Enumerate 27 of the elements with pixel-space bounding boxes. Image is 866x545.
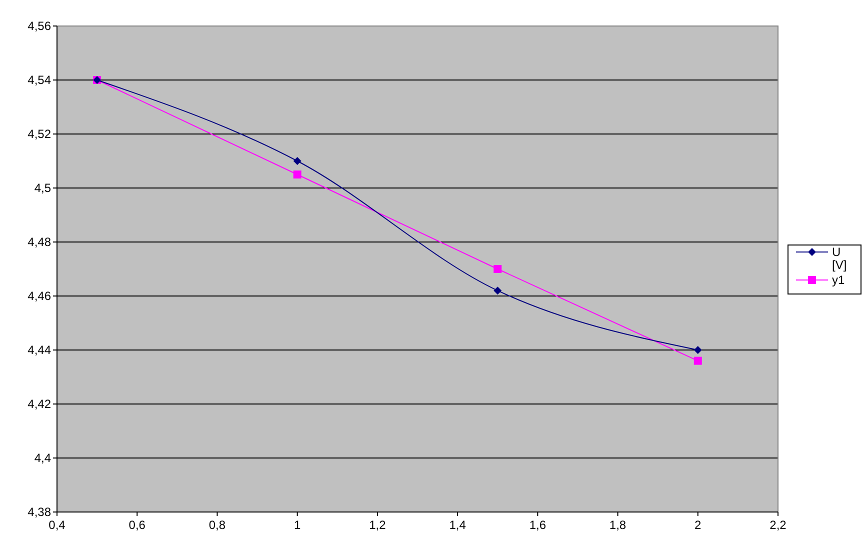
point	[494, 265, 502, 273]
y-tick-label: 4,52	[28, 127, 52, 142]
y-tick-label: 4,44	[28, 343, 52, 358]
x-tick-label: 1,8	[609, 518, 626, 532]
x-tick-label: 1,2	[369, 518, 386, 532]
x-tick-label: 2,2	[770, 518, 787, 532]
point	[494, 286, 502, 295]
y-tick-label: 4,5	[34, 181, 52, 196]
y-tick-label: 4,38	[28, 505, 52, 520]
y-tick-label: 4,56	[28, 19, 52, 34]
x-tick-label: 1	[294, 518, 301, 532]
y-tick-label: 4,54	[28, 73, 52, 88]
point	[293, 157, 302, 165]
y-tick-label: 4,4	[34, 451, 52, 466]
y-tick-label: 4,42	[28, 397, 52, 412]
legend-label: y1	[832, 273, 845, 287]
point	[694, 346, 702, 354]
x-tick-label: 0,6	[128, 518, 146, 532]
y-tick-label: 4,48	[28, 235, 52, 250]
x-tick-label: 2	[694, 518, 702, 532]
point	[694, 356, 702, 365]
y-tick-label: 4,46	[28, 289, 52, 304]
x-tick-label: 0,4	[48, 518, 66, 532]
x-tick-label: 1,4	[449, 518, 466, 532]
point	[293, 170, 302, 178]
x-tick-label: 1,6	[529, 518, 546, 532]
x-tick-label: 0,8	[208, 518, 226, 532]
